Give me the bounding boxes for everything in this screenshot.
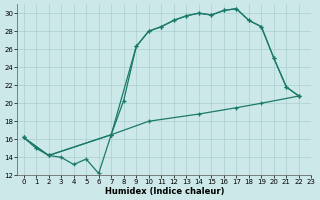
X-axis label: Humidex (Indice chaleur): Humidex (Indice chaleur) <box>105 187 224 196</box>
